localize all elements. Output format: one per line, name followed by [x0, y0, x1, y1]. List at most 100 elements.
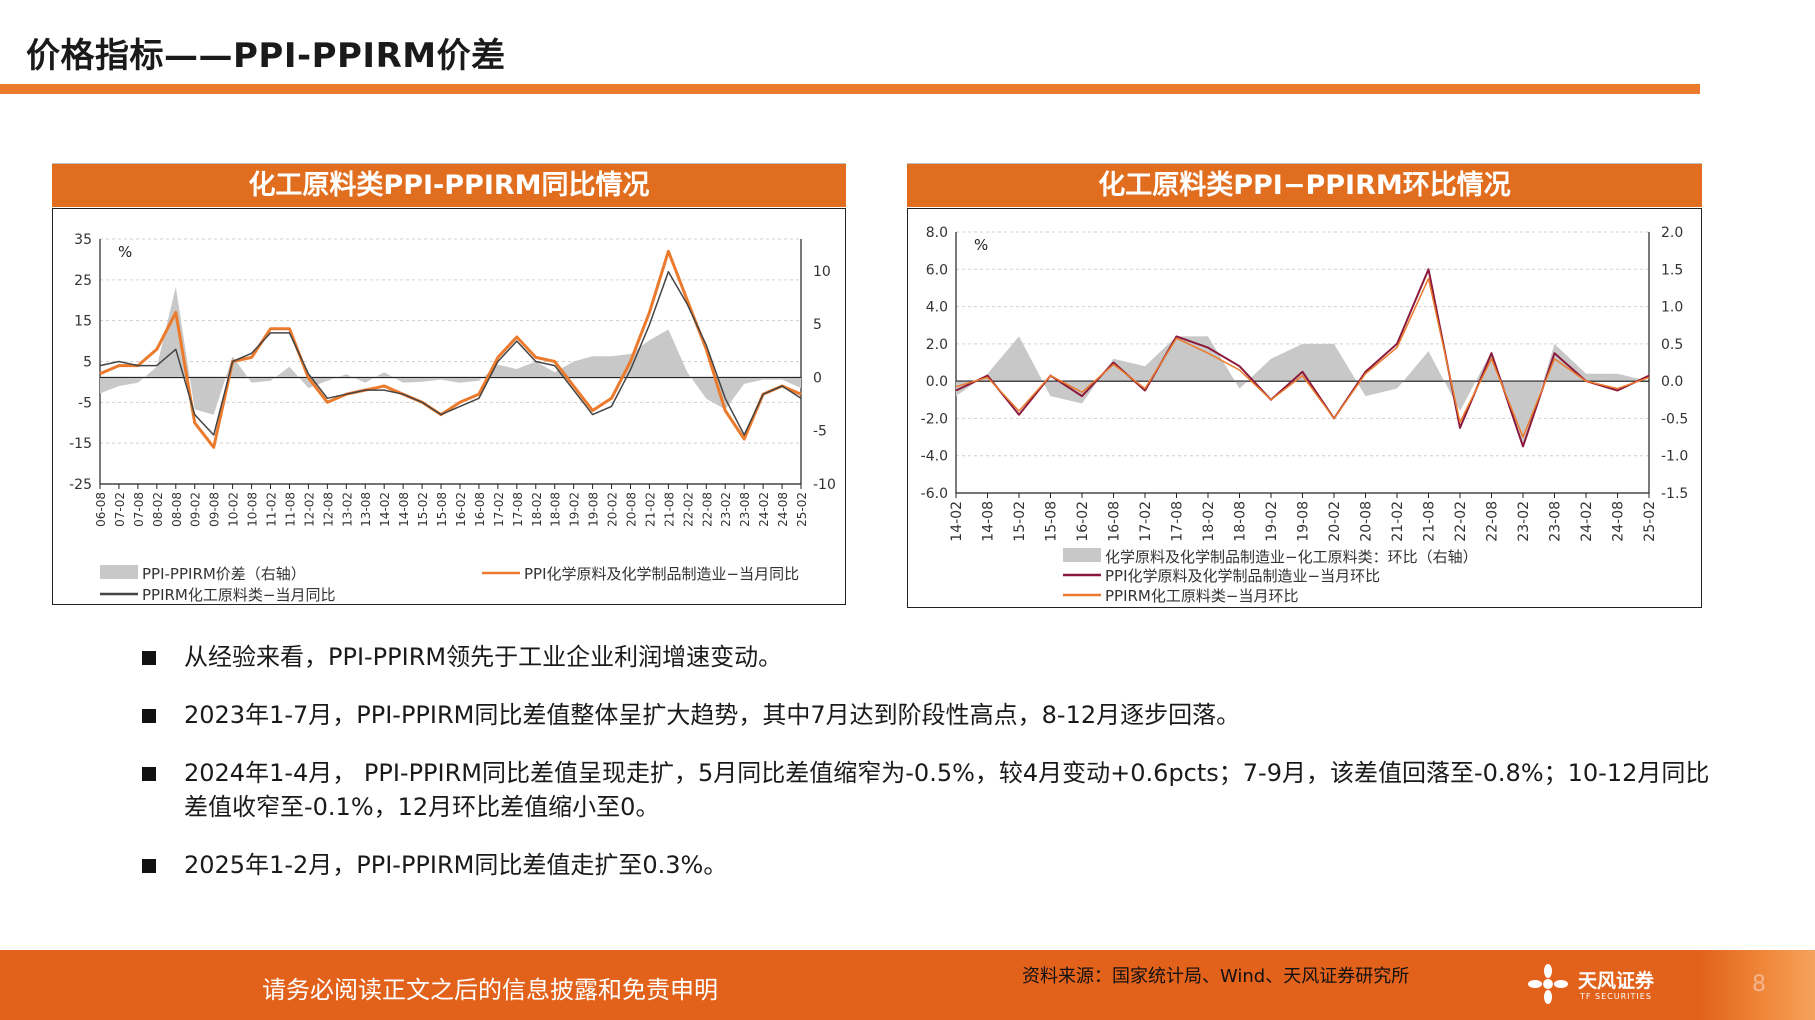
- x-tick-label: 23-08: [1548, 501, 1564, 542]
- line-series: [955, 277, 1650, 438]
- x-tick-label: 12-08: [321, 492, 335, 527]
- x-tick-label: 16-02: [1075, 501, 1091, 542]
- x-tick-label: 24-08: [776, 492, 790, 527]
- unit-label: %: [974, 236, 988, 254]
- x-tick-label: 19-08: [587, 492, 601, 527]
- title-underline: [0, 84, 1700, 94]
- y-tick-label-left: -6.0: [921, 486, 948, 502]
- x-tick-label: 24-02: [757, 492, 771, 527]
- y-tick-label-left: -25: [69, 477, 92, 493]
- legend-label: PPIRM化工原料类−当月环比: [1105, 587, 1298, 605]
- x-tick-label: 21-08: [1422, 501, 1438, 542]
- x-tick-label: 15-08: [435, 492, 449, 527]
- y-tick-label-left: 15: [74, 314, 92, 330]
- y-tick-label-left: 35: [74, 232, 92, 248]
- x-tick-label: 15-08: [1044, 501, 1060, 542]
- x-tick-label: 14-08: [397, 492, 411, 527]
- bullet-marker: [142, 767, 156, 781]
- x-tick-label: 17-02: [492, 492, 506, 527]
- bullet-item: 从经验来看，PPI-PPIRM领先于工业企业利润增速变动。: [140, 640, 1720, 674]
- x-tick-label: 07-02: [113, 492, 127, 527]
- y-tick-label-left: 0.0: [926, 374, 948, 390]
- y-tick-label-right: 1.5: [1661, 262, 1683, 278]
- x-tick-label: 21-08: [662, 492, 676, 527]
- x-tick-label: 17-08: [1170, 501, 1186, 542]
- x-tick-label: 16-08: [473, 492, 487, 527]
- bullet-list: 从经验来看，PPI-PPIRM领先于工业企业利润增速变动。 2023年1-7月，…: [140, 640, 1720, 906]
- x-tick-label: 16-02: [454, 492, 468, 527]
- x-tick-label: 10-08: [246, 492, 260, 527]
- footer-decoration: [1700, 950, 1815, 1020]
- page-title: 价格指标——PPI-PPIRM价差: [26, 36, 506, 76]
- x-tick-label: 08-08: [170, 492, 184, 527]
- y-tick-label-left: -15: [69, 436, 92, 452]
- x-tick-label: 22-08: [1485, 501, 1501, 542]
- x-tick-label: 18-08: [549, 492, 563, 527]
- x-tick-label: 09-08: [208, 492, 222, 527]
- disclaimer-notice: 请务必阅读正文之后的信息披露和免责申明: [262, 976, 718, 1004]
- x-tick-label: 18-02: [1201, 501, 1217, 542]
- x-tick-label: 23-02: [1516, 501, 1532, 542]
- x-tick-label: 15-02: [1012, 501, 1028, 542]
- y-tick-label-left: -4.0: [921, 449, 948, 465]
- chart2-title: 化工原料类PPI−PPIRM环比情况: [907, 163, 1702, 207]
- y-tick-label-right: -5: [813, 424, 827, 440]
- bullet-text: 2023年1-7月，PPI-PPIRM同比差值整体呈扩大趋势，其中7月达到阶段性…: [184, 701, 1241, 729]
- bullet-text: 2024年1-4月， PPI-PPIRM同比差值呈现走扩，5月同比差值缩窄为-0…: [184, 759, 1710, 821]
- logo-subtext: TF SECURITIES: [1580, 992, 1652, 1001]
- x-tick-label: 11-08: [283, 492, 297, 527]
- x-tick-label: 19-08: [1296, 501, 1312, 542]
- y-tick-label-right: -1.0: [1661, 449, 1688, 465]
- y-tick-label-right: 10: [813, 264, 831, 280]
- x-tick-label: 21-02: [643, 492, 657, 527]
- x-tick-label: 23-02: [719, 492, 733, 527]
- bullet-marker: [142, 859, 156, 873]
- x-tick-label: 13-02: [340, 492, 354, 527]
- x-tick-label: 22-08: [700, 492, 714, 527]
- x-tick-label: 25-02: [1642, 501, 1658, 542]
- x-tick-label: 12-02: [302, 492, 316, 527]
- y-tick-label-right: -1.5: [1661, 486, 1688, 502]
- x-tick-label: 23-08: [738, 492, 752, 527]
- y-tick-label-left: 4.0: [926, 300, 948, 316]
- x-tick-label: 22-02: [681, 492, 695, 527]
- chart1-panel: 35 25 15 5 -5 -15 -25 10 5 0 -5 -10% 06-08 07-02 07-08…: [52, 208, 846, 605]
- bullet-marker: [142, 709, 156, 723]
- x-tick-label: 17-08: [511, 492, 525, 527]
- x-tick-label: 15-02: [416, 492, 430, 527]
- bullet-text: 2025年1-2月，PPI-PPIRM同比差值走扩至0.3%。: [184, 851, 728, 879]
- legend-label: PPI-PPIRM价差（右轴）: [142, 565, 306, 583]
- tf-logo-icon: [1528, 964, 1568, 1004]
- legend-label: PPIRM化工原料类−当月同比: [142, 586, 335, 604]
- x-tick-label: 20-08: [1359, 501, 1375, 542]
- y-tick-label-right: -0.5: [1661, 411, 1688, 427]
- legend-swatch: [1063, 548, 1101, 562]
- y-tick-label-right: 0.5: [1661, 337, 1683, 353]
- chart2-panel: 8.0 6.0 4.0 2.0 0.0 -2.0 -4.0 -6.0 2.0 1.5 1.0 0.5 0…: [907, 208, 1702, 608]
- area-series: [956, 336, 1649, 449]
- chart1-svg: 35 25 15 5 -5 -15 -25 10 5 0 -5 -10% 06-08 07-02 07-08…: [69, 232, 836, 604]
- footer-bar: 请务必阅读正文之后的信息披露和免责申明 资料来源：国家统计局、Wind、天风证券…: [0, 950, 1815, 1020]
- x-tick-label: 11-02: [265, 492, 279, 527]
- y-tick-label-right: 2.0: [1661, 225, 1683, 241]
- x-tick-label: 24-02: [1579, 501, 1595, 542]
- legend-label: PPI化学原料及化学制品制造业−当月同比: [524, 565, 799, 583]
- x-tick-label: 14-08: [981, 501, 997, 542]
- x-tick-label: 19-02: [568, 492, 582, 527]
- x-tick-label: 17-02: [1138, 501, 1154, 542]
- bullet-marker: [142, 651, 156, 665]
- y-tick-label-right: 5: [813, 317, 822, 333]
- x-tick-label: 18-02: [530, 492, 544, 527]
- y-tick-label-right: -10: [813, 477, 836, 493]
- line-series: [99, 249, 802, 449]
- line-series: [99, 270, 802, 436]
- unit-label: %: [118, 243, 132, 261]
- x-tick-label: 09-02: [189, 492, 203, 527]
- x-tick-label: 06-08: [94, 492, 108, 527]
- y-tick-label-left: 8.0: [926, 225, 948, 241]
- legend-label: PPI化学原料及化学制品制造业−当月环比: [1105, 567, 1380, 585]
- x-tick-label: 20-08: [624, 492, 638, 527]
- y-tick-label-left: -2.0: [921, 411, 948, 427]
- x-tick-label: 08-02: [151, 492, 165, 527]
- bullet-item: 2024年1-4月， PPI-PPIRM同比差值呈现走扩，5月同比差值缩窄为-0…: [140, 756, 1720, 824]
